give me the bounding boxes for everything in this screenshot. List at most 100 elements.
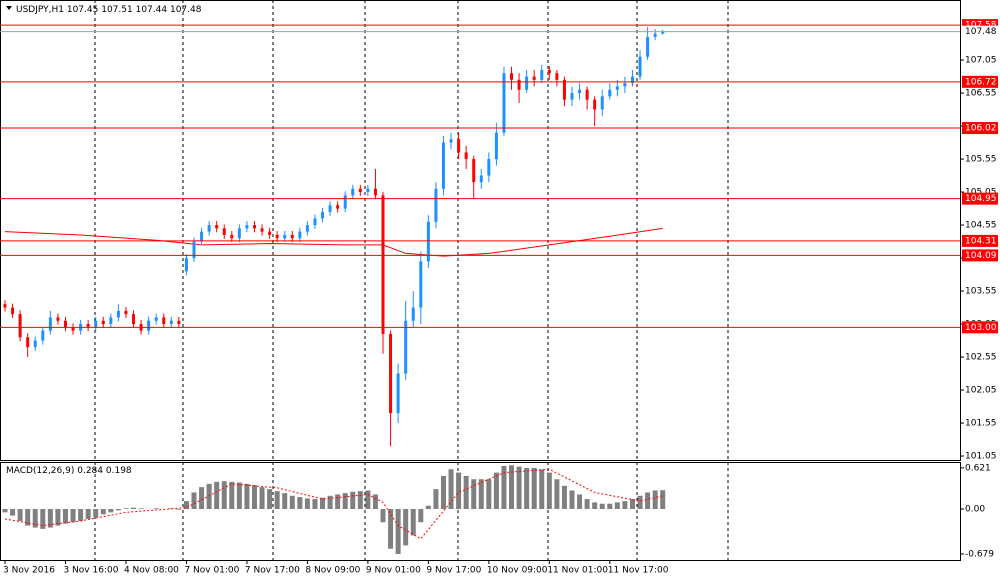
candle bbox=[200, 227, 204, 246]
x-tick-label: 7 Nov 17:00 bbox=[245, 566, 300, 576]
candle-body bbox=[222, 228, 226, 235]
candle bbox=[252, 221, 256, 233]
candle-body bbox=[86, 324, 90, 328]
candle bbox=[600, 89, 604, 117]
histogram-bar bbox=[289, 495, 295, 510]
candle-body bbox=[389, 333, 393, 414]
candle-body bbox=[116, 310, 120, 318]
macd-value: 0.284 bbox=[77, 466, 103, 476]
histogram-bar bbox=[614, 502, 620, 510]
histogram-bar bbox=[259, 487, 265, 510]
menu-icon[interactable] bbox=[6, 6, 12, 10]
histogram-bar bbox=[539, 469, 545, 510]
candle-body bbox=[260, 228, 264, 232]
candle-body bbox=[646, 36, 650, 57]
x-tick-label: 4 Nov 08:00 bbox=[124, 566, 179, 576]
histogram-bar bbox=[569, 490, 575, 510]
candle-body bbox=[305, 225, 309, 232]
candle-body bbox=[661, 31, 665, 34]
candle bbox=[638, 50, 642, 80]
candle-body bbox=[237, 228, 241, 239]
x-tick-label: 9 Nov 01:00 bbox=[366, 566, 421, 576]
histogram-bar bbox=[478, 479, 484, 510]
histogram-bar bbox=[456, 472, 462, 510]
histogram-bar bbox=[2, 509, 8, 513]
candle bbox=[646, 27, 650, 61]
candle bbox=[169, 316, 173, 329]
candle bbox=[396, 363, 400, 424]
histogram-bar bbox=[554, 479, 560, 510]
macd-header: MACD(12,26,9) 0.284 0.198 bbox=[6, 466, 132, 476]
histogram-bar bbox=[403, 509, 409, 546]
candle-body bbox=[540, 69, 544, 80]
main-panel bbox=[0, 0, 961, 461]
x-tick-label: 3 Nov 16:00 bbox=[63, 566, 118, 576]
histogram-bar bbox=[577, 494, 583, 510]
candle-body bbox=[630, 76, 634, 84]
candle-body bbox=[290, 234, 294, 239]
y-tick-label: 101.05 bbox=[965, 452, 997, 462]
candle-body bbox=[396, 373, 400, 414]
candle bbox=[132, 310, 136, 329]
histogram-bar bbox=[448, 469, 454, 510]
level-label: 103.00 bbox=[965, 323, 997, 333]
candle-body bbox=[26, 337, 30, 348]
histogram-bar bbox=[78, 509, 84, 521]
candle bbox=[18, 310, 22, 342]
histogram-bar bbox=[342, 493, 348, 510]
candle bbox=[56, 313, 60, 325]
candle bbox=[540, 64, 544, 84]
level-label: 106.72 bbox=[965, 77, 997, 87]
candle bbox=[109, 313, 113, 329]
x-tick-label: 11 Nov 17:00 bbox=[608, 566, 669, 576]
histogram-bar bbox=[524, 467, 530, 510]
y-tick-label: 105.55 bbox=[965, 155, 997, 165]
candle bbox=[48, 310, 52, 335]
header-close: 107.48 bbox=[170, 5, 202, 15]
candle-body bbox=[147, 320, 151, 331]
candle bbox=[184, 254, 188, 276]
candle-body bbox=[510, 73, 514, 80]
candle-body bbox=[71, 327, 75, 331]
candle bbox=[177, 316, 181, 329]
histogram-bar bbox=[304, 498, 310, 510]
histogram-bar bbox=[607, 503, 613, 510]
candle bbox=[373, 168, 377, 200]
histogram-bar bbox=[123, 508, 129, 510]
histogram-bar bbox=[652, 490, 658, 510]
histogram-bar bbox=[206, 483, 212, 510]
candle-body bbox=[366, 188, 370, 193]
histogram-bar bbox=[660, 490, 666, 510]
histogram-bar bbox=[274, 491, 280, 510]
candle-body bbox=[154, 317, 158, 321]
candle-body bbox=[358, 188, 362, 193]
candle-body bbox=[525, 76, 529, 90]
y-tick-label: 106.55 bbox=[965, 89, 997, 99]
candle bbox=[358, 184, 362, 197]
candle-body bbox=[184, 258, 188, 272]
signal-line bbox=[4, 468, 663, 540]
header-open: 107.45 bbox=[67, 5, 99, 15]
candle-body bbox=[63, 320, 67, 328]
histogram-bar bbox=[251, 485, 257, 510]
candle-body bbox=[555, 73, 559, 80]
histogram-bar bbox=[501, 465, 507, 510]
histogram-bar bbox=[100, 509, 106, 515]
candle bbox=[33, 336, 37, 352]
x-tick-label: 11 Nov 01:00 bbox=[547, 566, 608, 576]
candle-body bbox=[441, 142, 445, 189]
histogram-bar bbox=[320, 497, 326, 510]
candle bbox=[86, 320, 90, 332]
candle-body bbox=[615, 86, 619, 90]
header-high: 107.51 bbox=[101, 5, 133, 15]
candle bbox=[517, 73, 521, 103]
candle bbox=[154, 313, 158, 325]
candle-body bbox=[230, 234, 234, 239]
candle-body bbox=[547, 69, 551, 74]
candle-body bbox=[132, 314, 136, 325]
candle-body bbox=[381, 195, 385, 334]
candle-body bbox=[343, 195, 347, 209]
candle-body bbox=[109, 317, 113, 325]
